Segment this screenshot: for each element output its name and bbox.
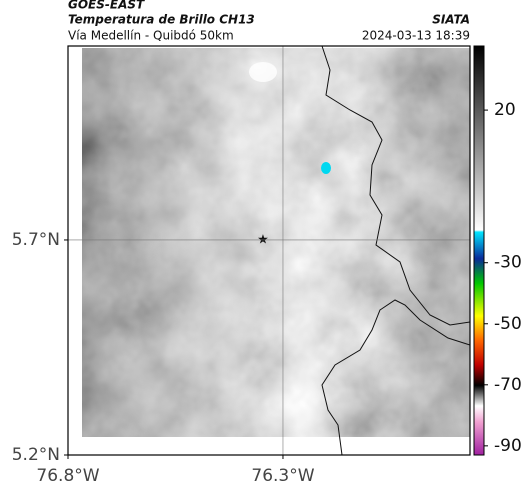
y-tick-label: 5.2°N [12,445,60,465]
source: GOES-EAST [68,0,145,12]
timestamp: 2024-03-13 18:39 [362,29,470,43]
y-tick-label: 5.7°N [12,230,60,250]
title: Temperatura de Brillo CH13 [68,13,255,27]
colorbar-tick-label: 20 [494,100,516,120]
bright-spot [249,62,277,82]
cold-cloud-top [321,162,331,174]
colorbar-tick-label: -70 [494,375,522,395]
x-tick-label: 76.3°W [251,466,314,486]
agency: SIATA [432,13,470,27]
grid [68,46,470,455]
colorbar-tick-label: -90 [494,436,522,456]
map-area: ★ [68,46,470,455]
x-tick-label: 76.8°W [36,466,99,486]
brightness-shade [82,48,470,437]
colorbar-tick-label: -30 [494,253,522,273]
colorbar [473,45,485,456]
border-line [321,46,470,326]
border-line [321,299,470,455]
colorbar-tick-label: -50 [494,314,522,334]
map-frame [67,45,471,456]
subtitle: Vía Medellín - Quibdó 50km [68,29,234,43]
